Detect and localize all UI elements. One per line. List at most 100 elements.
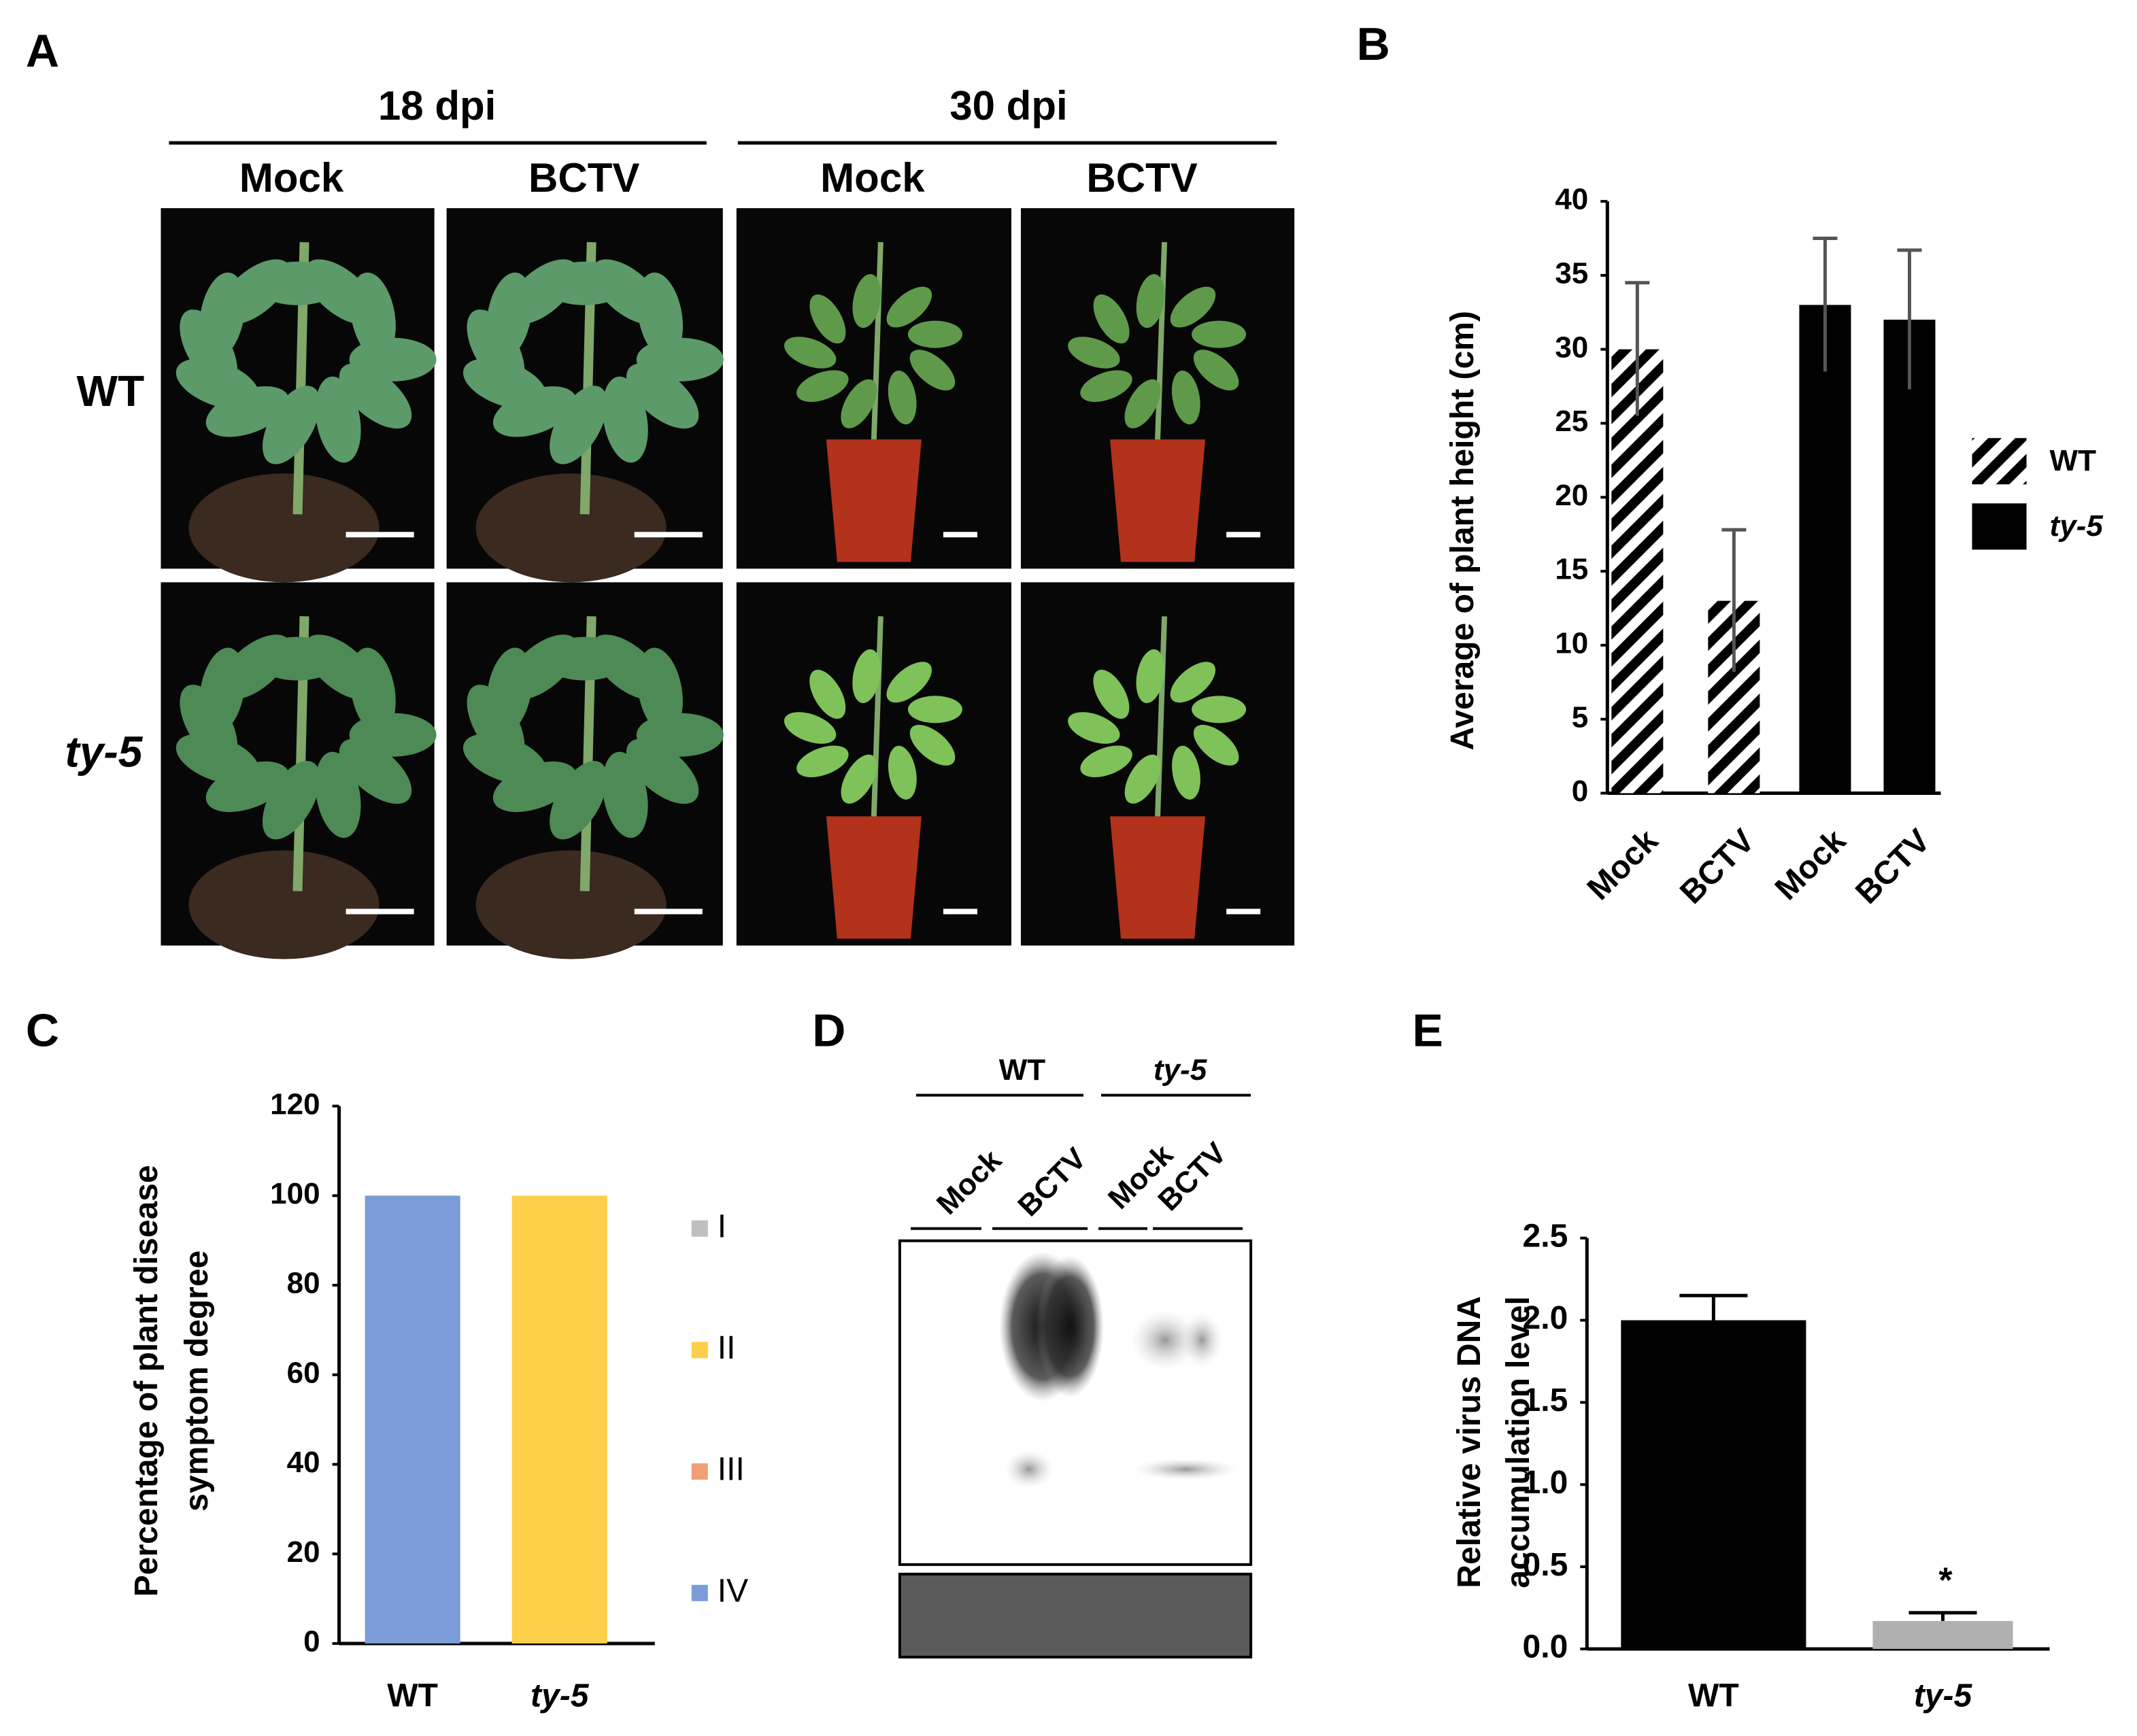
loading-control	[898, 1572, 1253, 1658]
leaf	[907, 696, 962, 724]
error-bar	[1721, 528, 1747, 673]
leaf	[1170, 286, 1216, 328]
leaf	[1192, 696, 1247, 724]
x-tick-label: ty-5	[1914, 1678, 1973, 1714]
time-point: 30 dpi	[949, 83, 1067, 129]
stem	[871, 616, 884, 817]
photo	[161, 208, 437, 583]
leaf	[626, 738, 699, 804]
bar	[1611, 349, 1664, 794]
pot	[188, 473, 380, 583]
blot-band	[1134, 1458, 1238, 1480]
y-tick-label: 40	[1555, 183, 1588, 216]
treatment-label: BCTV	[528, 155, 639, 201]
photo	[1020, 208, 1295, 569]
treatment-label: Mock	[239, 155, 344, 201]
y-tick-label: 20	[1555, 479, 1588, 512]
leaf	[852, 649, 881, 704]
leaf	[886, 662, 932, 703]
leaf	[602, 376, 648, 463]
y-tick-label: 80	[287, 1267, 320, 1300]
x-tick-label: WT	[1688, 1678, 1739, 1714]
leaf	[784, 712, 837, 744]
y-tick-label: 120	[270, 1087, 320, 1121]
leaf	[1136, 274, 1165, 328]
leaf	[315, 376, 361, 463]
blot	[898, 1239, 1253, 1658]
pot	[826, 816, 922, 939]
leaf	[1193, 724, 1239, 766]
leaf	[637, 272, 683, 359]
leaf	[350, 272, 396, 359]
leaf	[809, 669, 846, 719]
panel-label: B	[1357, 18, 1390, 70]
lane-label: BCTV	[1011, 1142, 1093, 1223]
leaf	[886, 286, 932, 328]
y-axis-label: Relative virus DNA	[1451, 1296, 1487, 1588]
panel-label: D	[812, 1005, 845, 1057]
pot	[1110, 439, 1206, 562]
time-point: 18 dpi	[378, 83, 496, 129]
legend-swatch	[1972, 438, 2027, 485]
blot-band	[1181, 1312, 1223, 1367]
x-tick-label: WT	[387, 1678, 438, 1714]
y-tick-label: 40	[287, 1446, 320, 1479]
leaf	[1136, 649, 1165, 704]
y-tick-label: 0.0	[1523, 1629, 1568, 1665]
y-tick-label: 15	[1555, 553, 1588, 586]
photo	[161, 582, 437, 959]
legend-label: I	[718, 1208, 726, 1244]
leaf	[907, 320, 962, 348]
bar	[1799, 305, 1851, 794]
pot	[188, 850, 380, 959]
bar	[1872, 1620, 2013, 1649]
y-axis-label: Average of plant height (cm)	[1445, 311, 1481, 750]
y-axis-label: Percentage of plant disease	[129, 1165, 165, 1597]
panel-label: C	[26, 1005, 59, 1057]
error-bar	[1908, 1611, 1977, 1621]
leaf	[1124, 754, 1161, 804]
y-tick-label: 25	[1555, 405, 1588, 438]
genotype-label: ty-5	[1154, 1053, 1207, 1087]
leaf	[784, 337, 837, 369]
x-tick-label: Mock	[1768, 823, 1853, 907]
y-tick-label: 60	[287, 1356, 320, 1389]
leaf	[550, 386, 607, 464]
panel-label: A	[26, 25, 59, 77]
annotation: *	[1938, 1561, 1953, 1600]
y-tick-label: 1.5	[1523, 1382, 1568, 1418]
photo	[736, 208, 1011, 569]
leaf	[796, 370, 849, 403]
genotype-label: WT	[999, 1053, 1046, 1087]
photo	[736, 582, 1011, 946]
bar	[1883, 320, 1936, 794]
leaf	[852, 274, 881, 328]
y-tick-label: 1.0	[1523, 1465, 1568, 1501]
leaf	[796, 745, 849, 778]
genotype-label: ty-5	[65, 727, 144, 776]
blot-band	[1035, 1255, 1105, 1397]
leaf	[602, 751, 648, 838]
leaf	[1193, 350, 1239, 391]
leaf	[809, 294, 846, 344]
x-tick-label: BCTV	[1673, 823, 1762, 911]
error-bar	[1897, 248, 1922, 390]
y-axis-label: symptom degree	[179, 1250, 215, 1512]
pot	[475, 850, 667, 959]
leaf	[841, 754, 877, 804]
blot-band	[1131, 1310, 1200, 1370]
leaf	[1192, 320, 1247, 348]
leaf	[888, 370, 917, 425]
leaf	[1172, 745, 1200, 800]
leaf	[1171, 370, 1200, 425]
treatment-label: BCTV	[1086, 155, 1197, 201]
y-tick-label: 0	[1572, 775, 1588, 808]
y-tick-label: 100	[270, 1177, 320, 1210]
legend-label: III	[718, 1452, 745, 1488]
leaf	[1080, 370, 1132, 403]
pot	[826, 439, 922, 562]
leaf	[841, 379, 877, 428]
bar-segment	[511, 1195, 607, 1644]
